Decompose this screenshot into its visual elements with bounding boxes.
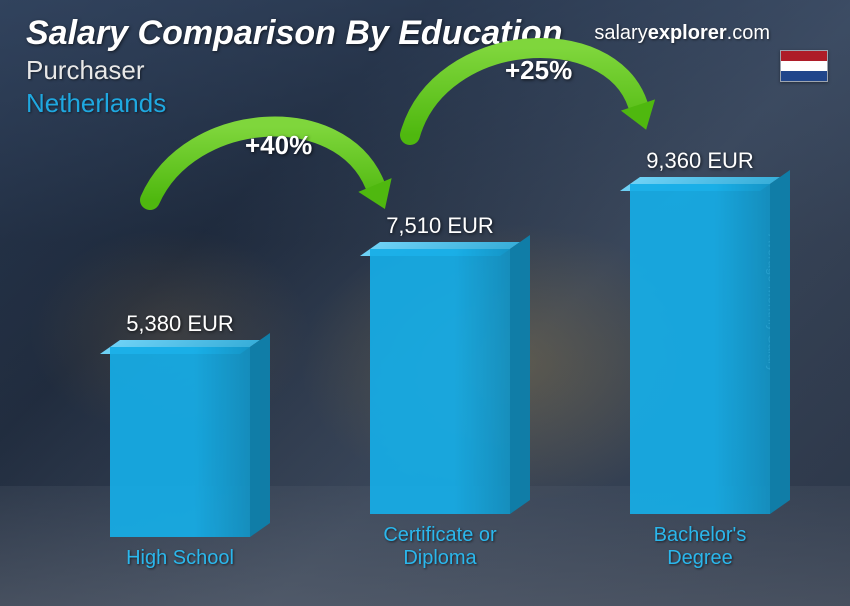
bar-side-face — [770, 170, 790, 514]
bar-side-face — [250, 333, 270, 537]
bar-group: 7,510 EUR Certificate orDiploma — [350, 213, 530, 570]
bar — [370, 249, 510, 514]
brand-logo-text: salaryexplorer.com — [594, 22, 770, 45]
flag-stripe-2 — [781, 61, 827, 71]
bar-front-face — [370, 249, 510, 514]
netherlands-flag-icon — [780, 50, 828, 82]
bar-label: Bachelor'sDegree — [610, 524, 790, 570]
brand-prefix: salary — [594, 22, 647, 44]
bar-label: Certificate orDiploma — [350, 524, 530, 570]
bar-front-face — [630, 184, 770, 514]
bar — [630, 184, 770, 514]
bar-value: 5,380 EUR — [90, 311, 270, 337]
brand-suffix: .com — [727, 22, 770, 44]
bar-front-face — [110, 347, 250, 537]
bar-group: 5,380 EUR High School — [90, 311, 270, 570]
flag-stripe-3 — [781, 71, 827, 81]
bar-label: High School — [90, 547, 270, 570]
bar — [110, 347, 250, 537]
brand-bold: explorer — [648, 22, 727, 44]
flag-stripe-1 — [781, 51, 827, 61]
bar-chart: 5,380 EUR High School 7,510 EUR Certificate… — [50, 150, 780, 570]
bar-group: 9,360 EUR Bachelor'sDegree — [610, 148, 790, 570]
bar-value: 7,510 EUR — [350, 213, 530, 239]
bar-side-face — [510, 235, 530, 514]
bar-value: 9,360 EUR — [610, 148, 790, 174]
chart-subtitle: Purchaser — [26, 55, 824, 86]
chart-country: Netherlands — [26, 88, 824, 119]
